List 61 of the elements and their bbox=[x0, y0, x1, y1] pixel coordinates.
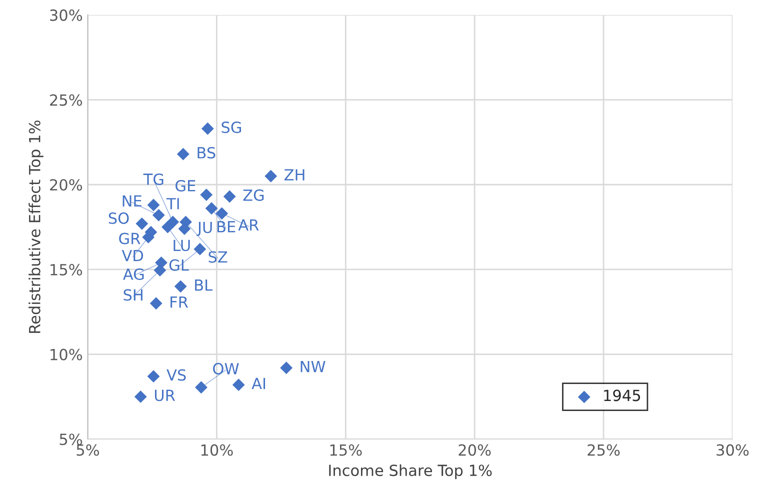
point bbox=[134, 390, 147, 403]
point bbox=[174, 280, 187, 293]
annotation: BS bbox=[198, 146, 216, 159]
x-tick-label: 10% bbox=[201, 444, 233, 456]
y-tick-label: 10% bbox=[50, 348, 82, 360]
point bbox=[154, 264, 166, 277]
annotation: TI bbox=[166, 198, 179, 210]
x-tick-label: 20% bbox=[458, 444, 491, 456]
point bbox=[194, 242, 206, 256]
point bbox=[195, 381, 208, 394]
point bbox=[150, 297, 162, 310]
annotation: SZ bbox=[208, 251, 228, 263]
annotation: GL bbox=[169, 259, 189, 271]
point bbox=[166, 216, 180, 228]
annotation: NW bbox=[300, 360, 326, 372]
point bbox=[223, 190, 236, 203]
y-axis-title: Redistributive Effect Top 1% bbox=[28, 120, 44, 333]
annotation: AR bbox=[238, 219, 259, 231]
annotation: NE bbox=[122, 195, 142, 207]
point bbox=[232, 378, 245, 392]
x-tick-label: 25% bbox=[588, 444, 620, 456]
annotation: UR bbox=[154, 390, 176, 402]
annotation: TG bbox=[143, 173, 164, 186]
y-tick-label: 20% bbox=[50, 179, 82, 191]
y-tick-label: 15% bbox=[50, 264, 82, 276]
annotation: SH bbox=[124, 289, 142, 301]
point bbox=[216, 207, 228, 220]
annotation: AG bbox=[123, 268, 144, 280]
annotation: ZH bbox=[284, 169, 304, 180]
point bbox=[152, 208, 165, 222]
point bbox=[136, 217, 148, 230]
annotation: OW bbox=[213, 362, 239, 374]
legend-label: 1945 bbox=[604, 390, 640, 402]
point bbox=[147, 198, 160, 212]
point bbox=[201, 122, 214, 135]
x-axis-title: Income Share Top 1% bbox=[329, 464, 492, 480]
point bbox=[147, 370, 160, 383]
annotation: BE bbox=[218, 221, 236, 232]
point bbox=[205, 202, 218, 215]
y-tick-label: 30% bbox=[50, 9, 82, 21]
point bbox=[280, 362, 293, 374]
annotation: VD bbox=[122, 250, 144, 262]
annotation: GR bbox=[119, 232, 140, 244]
x-tick-label: 5% bbox=[76, 444, 100, 456]
annotation: ZG bbox=[243, 189, 264, 201]
annotation: AI bbox=[252, 378, 266, 390]
point bbox=[264, 170, 278, 182]
annotation: SO bbox=[108, 212, 129, 224]
annotation: LU bbox=[174, 240, 190, 252]
annotation: VS bbox=[166, 369, 186, 381]
point bbox=[200, 188, 213, 202]
y-tick-label: 25% bbox=[50, 94, 82, 106]
annotation: SG bbox=[222, 122, 241, 134]
annotation: FR bbox=[170, 296, 188, 308]
point bbox=[176, 148, 190, 160]
annotation: BL bbox=[195, 280, 212, 291]
annotation: JU bbox=[196, 222, 212, 236]
y-tick-label: 5% bbox=[60, 434, 82, 446]
annotation: GE bbox=[176, 180, 196, 192]
x-tick-label: 15% bbox=[330, 444, 362, 456]
x-tick-label: 30% bbox=[716, 444, 749, 456]
